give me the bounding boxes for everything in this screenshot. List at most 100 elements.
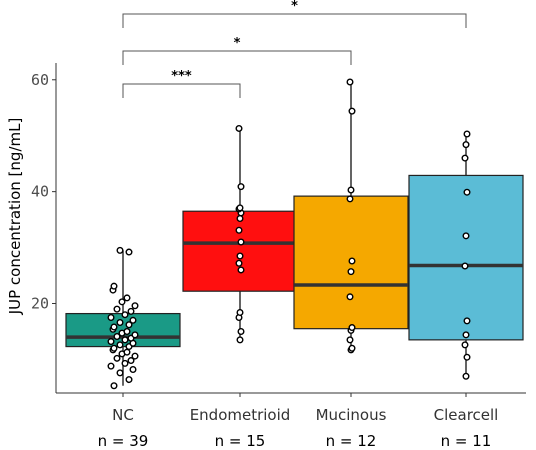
points-clearcell [461,130,471,380]
data-point [236,214,244,222]
data-point [235,226,243,234]
y-tick-label: 40 [31,183,49,201]
category-label: Clearcell [434,406,499,424]
bracket-line [122,83,241,98]
data-point [348,344,356,352]
category-label: NC [112,406,134,424]
bracket-line [122,50,352,65]
data-point [123,348,131,356]
data-point [127,357,135,365]
data-point [116,319,124,327]
significance-bracket: * [122,0,467,28]
data-point [125,376,133,384]
significance-label: *** [171,69,192,84]
data-point [346,78,354,86]
sample-size-label: n = 12 [326,432,377,450]
box-endometrioid [182,128,298,340]
data-point [127,307,135,315]
bracket-line [122,13,467,28]
box-body [408,174,524,341]
data-point [110,323,118,331]
data-points [107,78,471,390]
data-point [113,354,121,362]
sample-size-label: n = 11 [441,432,492,450]
data-point [123,327,131,335]
data-point [237,183,245,191]
data-point [125,321,133,329]
data-point [107,313,115,321]
category-label: Endometrioid [190,406,291,424]
data-point [347,268,355,276]
data-point [235,124,243,132]
data-point [116,246,124,254]
points-endometrioid [235,124,245,344]
significance-brackets: ***** [122,0,467,98]
data-point [107,362,115,370]
data-point [116,369,124,377]
data-point [348,257,356,265]
data-point [113,305,121,313]
data-point [235,259,243,267]
data-point [461,341,469,349]
significance-bracket: * [122,36,352,65]
significance-label: * [234,36,241,51]
data-point [348,107,356,115]
data-point [131,302,139,310]
data-point [463,353,471,361]
data-point [236,252,244,260]
data-point [462,331,470,339]
y-axis-label: JUP concentration [ng/mL] [6,118,24,316]
data-point [118,298,126,306]
data-point [131,331,139,339]
data-point [121,336,129,344]
data-point [463,317,471,325]
data-point [346,336,354,344]
data-point [110,344,118,352]
data-point [113,333,121,341]
data-point [121,359,129,367]
data-point [123,294,131,302]
data-point [116,341,124,349]
data-point [129,316,137,324]
data-point [463,188,471,196]
points-mucinous [346,78,356,354]
data-point [236,336,244,344]
data-point [347,186,355,194]
points-nc [107,246,139,390]
category-label: Mucinous [316,406,387,424]
data-point [129,366,137,374]
data-point [462,232,470,240]
significance-label: * [291,0,298,14]
y-tick-label: 20 [31,295,49,313]
data-point [237,238,245,246]
data-point [236,204,244,212]
data-point [236,308,244,316]
data-point [346,195,354,203]
box-mucinous [293,82,409,350]
data-point [462,141,470,149]
data-point [348,324,356,332]
data-point [125,248,133,256]
data-point [110,382,118,390]
category-labels: NC n = 39 Endometrioid n = 15 Mucinous n = 12… [98,406,499,450]
x-axis [56,392,526,397]
data-point [237,327,245,335]
data-point [463,130,471,138]
data-point [237,266,245,274]
data-point [462,372,470,380]
sample-size-label: n = 39 [98,432,149,450]
data-point [461,154,469,162]
data-point [346,293,354,301]
box-clearcell [408,134,524,377]
data-point [110,282,118,290]
sample-size-label: n = 15 [215,432,266,450]
box-body [182,210,298,292]
data-point [121,311,129,319]
y-tick-label: 60 [31,71,49,89]
data-point [461,262,469,270]
significance-bracket: *** [122,69,241,98]
data-point [107,338,115,346]
data-point [131,352,139,360]
y-axis: 20 40 60 [31,63,57,393]
